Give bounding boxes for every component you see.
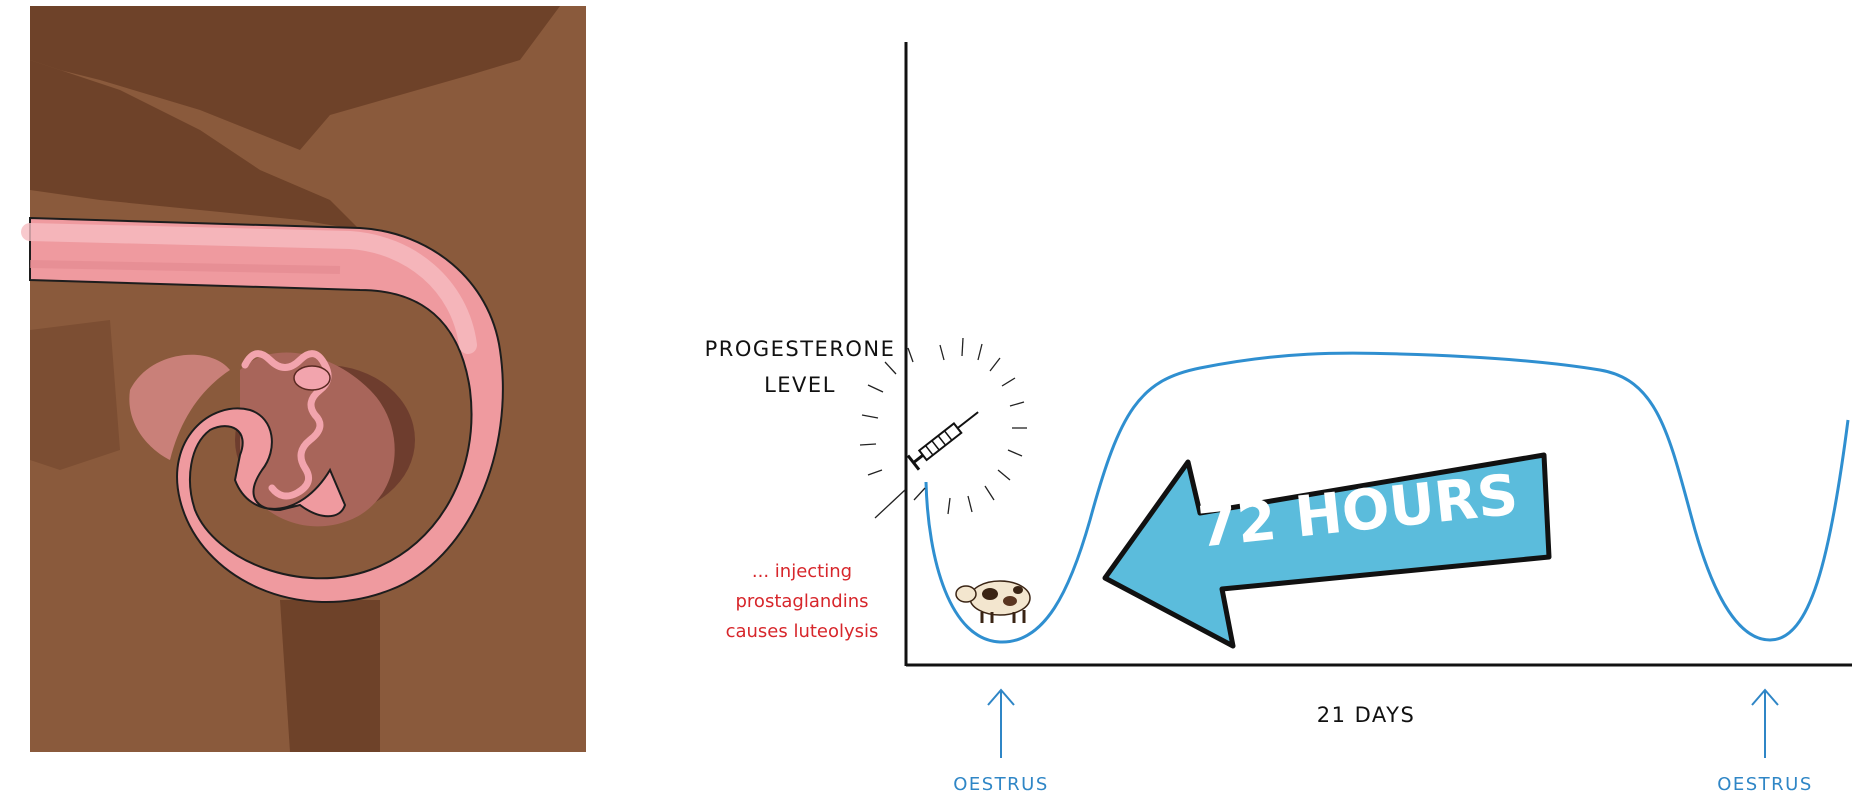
- annotation-line-2: prostaglandins: [736, 591, 869, 612]
- progesterone-curve: [924, 351, 1850, 644]
- tissue-shadow: [30, 60, 360, 230]
- horn-highlight: [21, 223, 477, 354]
- oestrus-marker: OESTRUS: [953, 688, 1049, 795]
- syringe-icon: [906, 411, 979, 471]
- oestrus-label: OESTRUS: [1717, 774, 1813, 795]
- cow-icon: [955, 580, 1031, 623]
- progesterone-graph: 72 HOURS PROGESTERONE LEVEL ... injectin…: [705, 42, 1852, 795]
- tissue-shadow: [30, 320, 120, 470]
- seventy-two-hours-arrow: 72 HOURS: [1102, 452, 1552, 649]
- uterine-horn: [29, 216, 504, 604]
- oviduct-fold: [129, 354, 230, 460]
- horn-shading: [29, 260, 341, 274]
- annotation-line-3: causes luteolysis: [726, 621, 879, 642]
- y-axis-label-line-2: LEVEL: [764, 373, 836, 397]
- ovary: [240, 352, 395, 527]
- tissue-shadow: [280, 600, 380, 752]
- ovary-follicle: [293, 365, 331, 391]
- tissue-shadow: [30, 6, 560, 150]
- y-axis-label-line-1: PROGESTERONE: [705, 337, 896, 361]
- annotation-line-1: ... injecting: [752, 561, 852, 582]
- uterus-illustration: [21, 6, 586, 752]
- oviduct-coil: [241, 350, 332, 500]
- oestrus-label: OESTRUS: [953, 774, 1049, 795]
- oestrus-marker: OESTRUS: [1717, 688, 1813, 795]
- x-axis-label: 21 DAYS: [1317, 703, 1416, 727]
- injection-burst: [859, 337, 1027, 519]
